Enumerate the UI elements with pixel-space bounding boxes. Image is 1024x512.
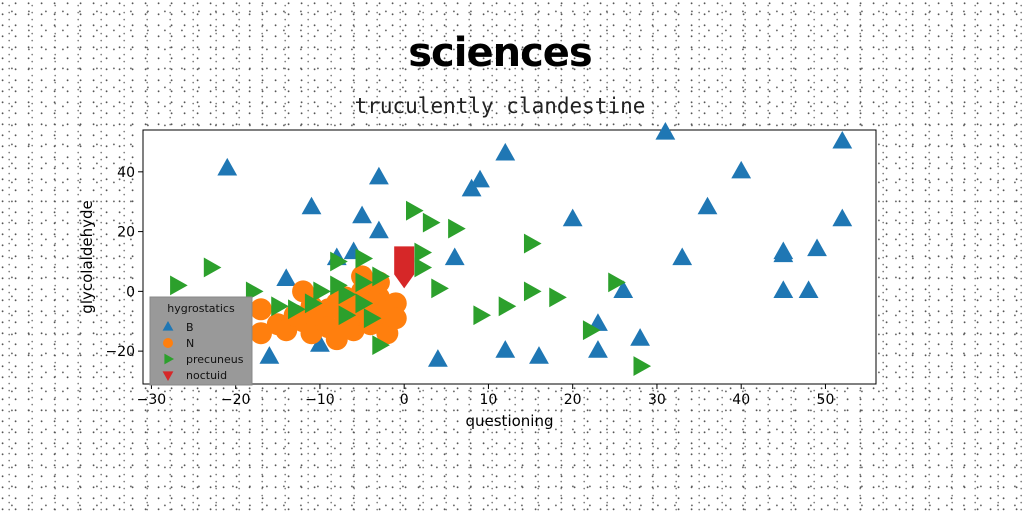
legend-label: noctuid [186, 369, 227, 382]
data-point [495, 142, 516, 161]
legend-label: B [186, 321, 194, 334]
data-point [448, 218, 466, 239]
data-point [352, 205, 372, 224]
data-point [630, 328, 650, 346]
data-point [276, 268, 297, 287]
data-point [655, 121, 676, 140]
legend-label: precuneus [186, 353, 244, 366]
data-point [731, 160, 752, 179]
data-point [301, 196, 322, 215]
x-axis-label: questioning [465, 412, 553, 430]
data-point [249, 322, 272, 345]
y-tick-label: 20 [117, 225, 135, 241]
data-point [582, 320, 601, 341]
data-point [470, 169, 490, 188]
data-point [170, 275, 188, 296]
data-point [259, 346, 280, 364]
data-point [523, 233, 542, 254]
data-point [461, 178, 482, 197]
data-point [372, 266, 390, 287]
x-tick-label: −10 [305, 392, 335, 408]
y-tick-label: 0 [126, 284, 135, 300]
legend-marker [164, 353, 174, 365]
x-tick-label: −30 [137, 392, 167, 408]
data-point [369, 166, 389, 185]
data-point [355, 293, 374, 314]
data-point [697, 196, 718, 215]
data-point [245, 281, 264, 302]
data-point [249, 298, 272, 321]
series-precuneus [170, 200, 652, 376]
x-tick-label: −20 [221, 392, 251, 408]
x-tick-label: 50 [817, 392, 835, 408]
y-tick-label: 40 [117, 165, 135, 181]
data-point [495, 340, 516, 358]
data-point [588, 340, 608, 358]
data-point [330, 251, 348, 272]
legend-marker [162, 371, 174, 381]
data-point [473, 305, 492, 326]
series-noctuid [394, 246, 415, 289]
data-point [304, 293, 323, 314]
data-point [300, 322, 323, 345]
data-point [203, 257, 222, 278]
data-point [529, 346, 549, 364]
data-point [523, 281, 542, 302]
legend-marker [163, 338, 173, 348]
data-point [288, 299, 306, 320]
data-point [807, 238, 827, 257]
data-point [773, 280, 794, 298]
data-point [773, 244, 794, 263]
data-point [414, 242, 433, 263]
data-point [832, 130, 853, 149]
data-point [394, 246, 415, 289]
data-point [310, 334, 330, 352]
chart-subtitle: truculently clandestine [354, 94, 646, 118]
data-point [406, 200, 424, 221]
legend-marker [162, 321, 174, 331]
x-tick-label: 20 [564, 392, 582, 408]
axes: −30 −20 −10 0 10 20 30 40 50 −20 0 20 40 [105, 165, 834, 408]
legend-label: N [186, 337, 194, 350]
data-point [608, 272, 626, 293]
data-point [549, 287, 567, 308]
data-point [355, 248, 374, 269]
data-marks [170, 121, 853, 376]
data-point [832, 208, 853, 227]
data-point [338, 305, 357, 326]
data-point [422, 212, 441, 233]
chart-title: sciences [408, 30, 592, 76]
data-point [384, 307, 407, 330]
plot-area [142, 129, 877, 385]
data-point [217, 157, 238, 176]
data-point [613, 280, 634, 298]
y-axis-label: glycolaldehyde [78, 200, 96, 313]
x-tick-label: 40 [732, 392, 750, 408]
data-point [427, 349, 448, 367]
data-point [414, 257, 433, 278]
data-point [672, 247, 693, 266]
data-point [363, 308, 382, 329]
x-tick-label: 0 [400, 392, 409, 408]
data-point [325, 328, 348, 351]
data-point [369, 220, 389, 239]
data-point [498, 296, 517, 317]
legend-title: hygrostatics [167, 302, 235, 315]
data-point [271, 296, 289, 317]
data-point [444, 247, 465, 266]
data-point [562, 208, 583, 227]
data-point [798, 280, 819, 298]
x-tick-label: 30 [648, 392, 666, 408]
data-point [313, 281, 331, 302]
data-point [338, 284, 357, 305]
x-tick-label: 10 [480, 392, 498, 408]
y-tick-label: −20 [105, 344, 135, 360]
data-point [431, 278, 449, 299]
data-point [355, 272, 374, 293]
data-point [633, 356, 652, 376]
data-point [372, 335, 390, 356]
